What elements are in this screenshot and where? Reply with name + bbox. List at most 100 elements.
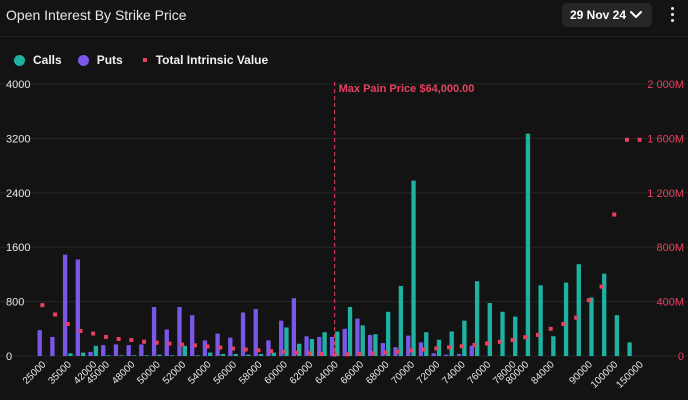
- calls-bar: [233, 353, 238, 356]
- intrinsic-value-point: [180, 342, 185, 347]
- legend-item-intrinsic[interactable]: Total Intrinsic Value: [139, 53, 268, 67]
- intrinsic-value-point: [421, 347, 426, 352]
- header-divider: [0, 36, 688, 37]
- calls-bar: [385, 311, 391, 356]
- calls-bar: [462, 320, 467, 356]
- right-axis-tick-label: 400M: [656, 297, 684, 309]
- intrinsic-value-point: [510, 337, 515, 342]
- calls-bar: [322, 332, 327, 356]
- x-axis-tick-label: 25000: [21, 359, 49, 387]
- intrinsic-value-point: [523, 335, 528, 340]
- calls-bar: [551, 336, 556, 356]
- right-axis-tick-label: 1 600M: [647, 133, 684, 145]
- intrinsic-value-point: [548, 326, 553, 331]
- intrinsic-value-point: [307, 351, 312, 356]
- puts-bar: [151, 307, 157, 356]
- intrinsic-value-point: [65, 322, 70, 327]
- legend-label-puts: Puts: [96, 53, 123, 67]
- left-axis-tick-label: 3200: [6, 133, 30, 145]
- intrinsic-value-point: [256, 348, 261, 353]
- calls-bar: [284, 327, 289, 356]
- intrinsic-value-point: [345, 352, 350, 357]
- calls-bar: [373, 334, 378, 356]
- puts-bar: [202, 340, 208, 356]
- intrinsic-value-point: [535, 332, 540, 337]
- calls-bar: [424, 332, 429, 356]
- calls-bar: [411, 180, 416, 356]
- legend-item-calls[interactable]: Calls: [14, 53, 62, 67]
- calls-bar: [436, 339, 442, 356]
- calls-swatch: [14, 54, 25, 66]
- puts-bar: [291, 298, 297, 356]
- right-axis-tick-label: 2 000M: [647, 79, 684, 91]
- puts-bar: [177, 307, 182, 356]
- intrinsic-value-point: [396, 349, 401, 354]
- intrinsic-value-point: [78, 328, 83, 333]
- calls-bar: [513, 316, 518, 356]
- calls-bar: [500, 311, 505, 356]
- x-axis-tick-label: 60000: [262, 359, 290, 387]
- calls-bar: [309, 339, 315, 356]
- right-axis-tick-label: 800M: [656, 242, 684, 254]
- puts-bar: [278, 320, 284, 356]
- x-axis-tick-label: 70000: [390, 359, 418, 387]
- puts-bar: [139, 344, 144, 356]
- puts-bar: [380, 343, 385, 356]
- intrinsic-swatch: [142, 58, 147, 62]
- puts-bar: [62, 254, 68, 356]
- puts-bar: [342, 328, 347, 356]
- puts-bar: [88, 351, 93, 356]
- x-axis-tick-label: 68000: [364, 359, 392, 387]
- left-axis-tick-label: 1600: [6, 242, 30, 254]
- calls-bar: [246, 354, 251, 356]
- calls-bar: [169, 355, 175, 356]
- x-axis-tick-label: 52000: [161, 359, 189, 387]
- calls-bar: [589, 297, 594, 356]
- puts-bar: [393, 347, 398, 356]
- puts-bar: [228, 337, 233, 356]
- chart-header: Open Interest By Strike Price 29 Nov 24: [0, 0, 688, 34]
- right-axis-tick-label: 0: [678, 351, 684, 363]
- legend-label-intrinsic: Total Intrinsic Value: [155, 53, 269, 67]
- intrinsic-value-point: [332, 352, 337, 357]
- intrinsic-value-point: [383, 350, 388, 355]
- intrinsic-value-point: [586, 298, 591, 303]
- puts-bar: [215, 333, 220, 356]
- calls-bar: [157, 354, 162, 356]
- calls-bar: [602, 273, 607, 356]
- calls-bar: [525, 133, 531, 356]
- puts-bar: [406, 335, 411, 356]
- legend-item-puts[interactable]: Puts: [77, 53, 123, 67]
- x-axis-tick-label: 56000: [212, 359, 240, 387]
- puts-bar: [355, 318, 360, 356]
- calls-bar: [208, 352, 213, 356]
- intrinsic-value-point: [459, 344, 464, 349]
- intrinsic-value-point: [624, 137, 629, 142]
- intrinsic-value-point: [243, 347, 248, 352]
- intrinsic-value-point: [472, 342, 477, 347]
- calls-bar: [614, 315, 620, 356]
- calls-bar: [195, 355, 200, 356]
- calls-bar: [449, 331, 454, 356]
- calls-bar: [68, 353, 73, 356]
- intrinsic-value-point: [574, 315, 579, 320]
- puts-bar: [418, 342, 424, 356]
- x-axis-tick-label: 72000: [415, 359, 443, 387]
- expiry-date-dropdown[interactable]: 29 Nov 24: [562, 3, 652, 27]
- chart-legend: Calls Puts Total Intrinsic Value: [14, 53, 284, 67]
- intrinsic-value-point: [408, 348, 413, 353]
- puts-swatch: [77, 54, 89, 66]
- calls-bar: [347, 307, 353, 356]
- x-axis-tick-label: 58000: [237, 359, 265, 387]
- intrinsic-value-point: [612, 212, 617, 217]
- puts-bar: [37, 330, 42, 356]
- calls-bar: [335, 331, 340, 356]
- puts-bar: [367, 334, 373, 356]
- puts-bar: [75, 259, 80, 356]
- intrinsic-value-point: [497, 339, 502, 344]
- intrinsic-value-point: [319, 351, 324, 356]
- calls-bar: [563, 282, 569, 356]
- more-options-icon[interactable]: [666, 5, 680, 25]
- calls-bar: [220, 353, 226, 356]
- chevron-down-icon: [630, 11, 642, 18]
